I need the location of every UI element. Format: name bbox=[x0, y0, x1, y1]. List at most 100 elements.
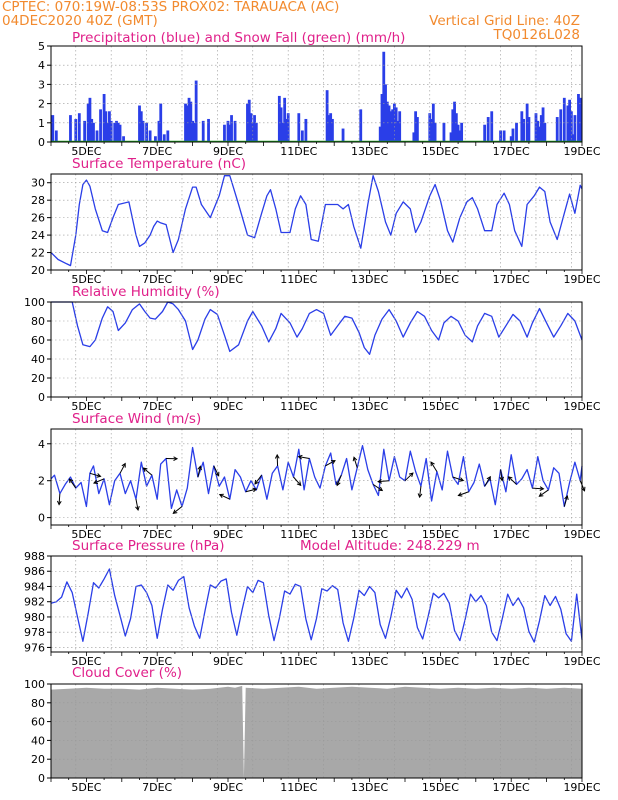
x-tick-label: 19DEC bbox=[563, 528, 600, 541]
precip-bar bbox=[189, 101, 193, 142]
precip-bar bbox=[430, 118, 433, 142]
precip-bar bbox=[116, 122, 120, 142]
x-tick-label: 11DEC bbox=[280, 145, 317, 158]
precip-bar bbox=[515, 122, 518, 142]
panel-precip: Precipitation (blue) and Snow Fall (gree… bbox=[38, 30, 601, 158]
precip-bar bbox=[538, 126, 541, 142]
precip-bar bbox=[277, 95, 281, 142]
line-wind bbox=[50, 444, 583, 510]
wind-arrow bbox=[119, 463, 126, 474]
x-tick-label: 7DEC bbox=[142, 655, 172, 668]
y-tick-label: 4 bbox=[38, 438, 45, 451]
x-tick-label: 17DEC bbox=[493, 273, 530, 286]
precip-bar bbox=[283, 97, 287, 142]
precip-bar bbox=[442, 122, 446, 142]
panel-annotation-pressure: Model Altitude: 248.229 m bbox=[300, 538, 480, 554]
precip-bar bbox=[396, 120, 400, 142]
precip-bar bbox=[456, 124, 460, 142]
wind-arrow bbox=[135, 499, 139, 511]
precip-bar bbox=[281, 122, 285, 142]
x-tick-label: 5DEC bbox=[71, 781, 101, 794]
panel-title-cloud: Cloud Cover (%) bbox=[72, 665, 182, 681]
x-tick-label: 7DEC bbox=[142, 145, 172, 158]
precip-bar bbox=[559, 109, 563, 142]
precip-bar bbox=[141, 120, 145, 142]
x-tick-label: 13DEC bbox=[351, 273, 388, 286]
wind-arrow bbox=[69, 478, 77, 489]
wind-arrow bbox=[325, 460, 336, 467]
x-tick-label: 15DEC bbox=[422, 400, 459, 413]
precip-bar bbox=[384, 84, 387, 142]
x-tick-label: 11DEC bbox=[280, 781, 317, 794]
wind-arrow bbox=[336, 474, 342, 486]
y-tick-label: 20 bbox=[31, 264, 45, 277]
panel-title-pressure: Surface Pressure (hPa) bbox=[72, 538, 225, 554]
x-tick-label: 11DEC bbox=[280, 400, 317, 413]
wind-arrow-head bbox=[296, 481, 302, 487]
wind-arrow bbox=[213, 465, 220, 477]
precip-bar bbox=[166, 130, 170, 142]
x-tick-label: 19DEC bbox=[563, 145, 600, 158]
x-tick-label: 7DEC bbox=[142, 400, 172, 413]
precip-bar bbox=[329, 113, 333, 142]
precip-bar bbox=[511, 128, 515, 142]
y-tick-label: 22 bbox=[31, 247, 45, 260]
precip-bar bbox=[555, 117, 559, 142]
wind-arrow bbox=[419, 486, 422, 498]
panel-pressure: Surface Pressure (hPa) Model Altitude: 24… bbox=[24, 538, 601, 668]
precip-bar bbox=[247, 99, 251, 142]
precip-bar bbox=[536, 120, 540, 142]
wind-arrow-head bbox=[430, 461, 435, 467]
wind-arrow bbox=[58, 493, 61, 505]
wind-arrow-head bbox=[538, 492, 544, 497]
wind-arrow bbox=[484, 476, 491, 487]
precip-bar bbox=[185, 105, 189, 142]
precip-bar bbox=[145, 122, 148, 142]
precip-bar bbox=[385, 101, 389, 142]
plot-frame bbox=[50, 555, 583, 653]
y-tick-label: 100 bbox=[24, 296, 45, 309]
wind-arrow-head bbox=[499, 476, 504, 482]
y-tick-label: 60 bbox=[31, 334, 45, 347]
precip-bar bbox=[115, 120, 118, 142]
precip-bar bbox=[520, 111, 524, 142]
wind-arrow-head bbox=[459, 477, 465, 482]
panels: Precipitation (blue) and Snow Fall (gree… bbox=[24, 30, 601, 794]
precip-bar bbox=[415, 117, 419, 142]
x-tick-label: 17DEC bbox=[493, 528, 530, 541]
wind-arrow bbox=[89, 472, 101, 477]
x-tick-label: 7DEC bbox=[142, 781, 172, 794]
y-tick-label: 5 bbox=[38, 40, 45, 53]
y-tick-label: 24 bbox=[31, 229, 45, 242]
precip-bar bbox=[154, 136, 157, 142]
precip-bar bbox=[454, 113, 458, 142]
y-tick-label: 980 bbox=[24, 611, 45, 624]
precip-bar bbox=[184, 103, 187, 142]
precip-bar bbox=[490, 111, 494, 142]
y-tick-label: 80 bbox=[31, 315, 45, 328]
precip-bar bbox=[571, 134, 575, 142]
x-tick-label: 9DEC bbox=[213, 655, 243, 668]
x-tick-label: 7DEC bbox=[142, 528, 172, 541]
precip-bar bbox=[578, 97, 582, 142]
x-tick-label: 19DEC bbox=[563, 781, 600, 794]
precip-bar bbox=[113, 122, 117, 142]
wind-arrow-head bbox=[486, 475, 491, 481]
precip-bar bbox=[92, 122, 95, 142]
precip-bar bbox=[77, 113, 81, 142]
wind-arrow bbox=[219, 494, 230, 500]
wind-arrow bbox=[197, 466, 201, 478]
precip-bar bbox=[69, 115, 72, 142]
wind-arrow-head bbox=[330, 460, 336, 465]
y-tick-label: 3 bbox=[38, 78, 45, 91]
precip-bar bbox=[562, 97, 566, 142]
panel-title-precip: Precipitation (blue) and Snow Fall (gree… bbox=[72, 30, 405, 46]
wind-arrow-head bbox=[96, 473, 102, 478]
precip-bar bbox=[249, 113, 253, 142]
precip-bar bbox=[192, 122, 196, 142]
precip-bar bbox=[230, 115, 233, 142]
y-tick-label: 100 bbox=[24, 678, 45, 691]
wind-arrow-head bbox=[564, 494, 569, 500]
y-tick-label: 80 bbox=[31, 697, 45, 710]
panel-title-temperature: Surface Temperature (nC) bbox=[72, 156, 246, 172]
